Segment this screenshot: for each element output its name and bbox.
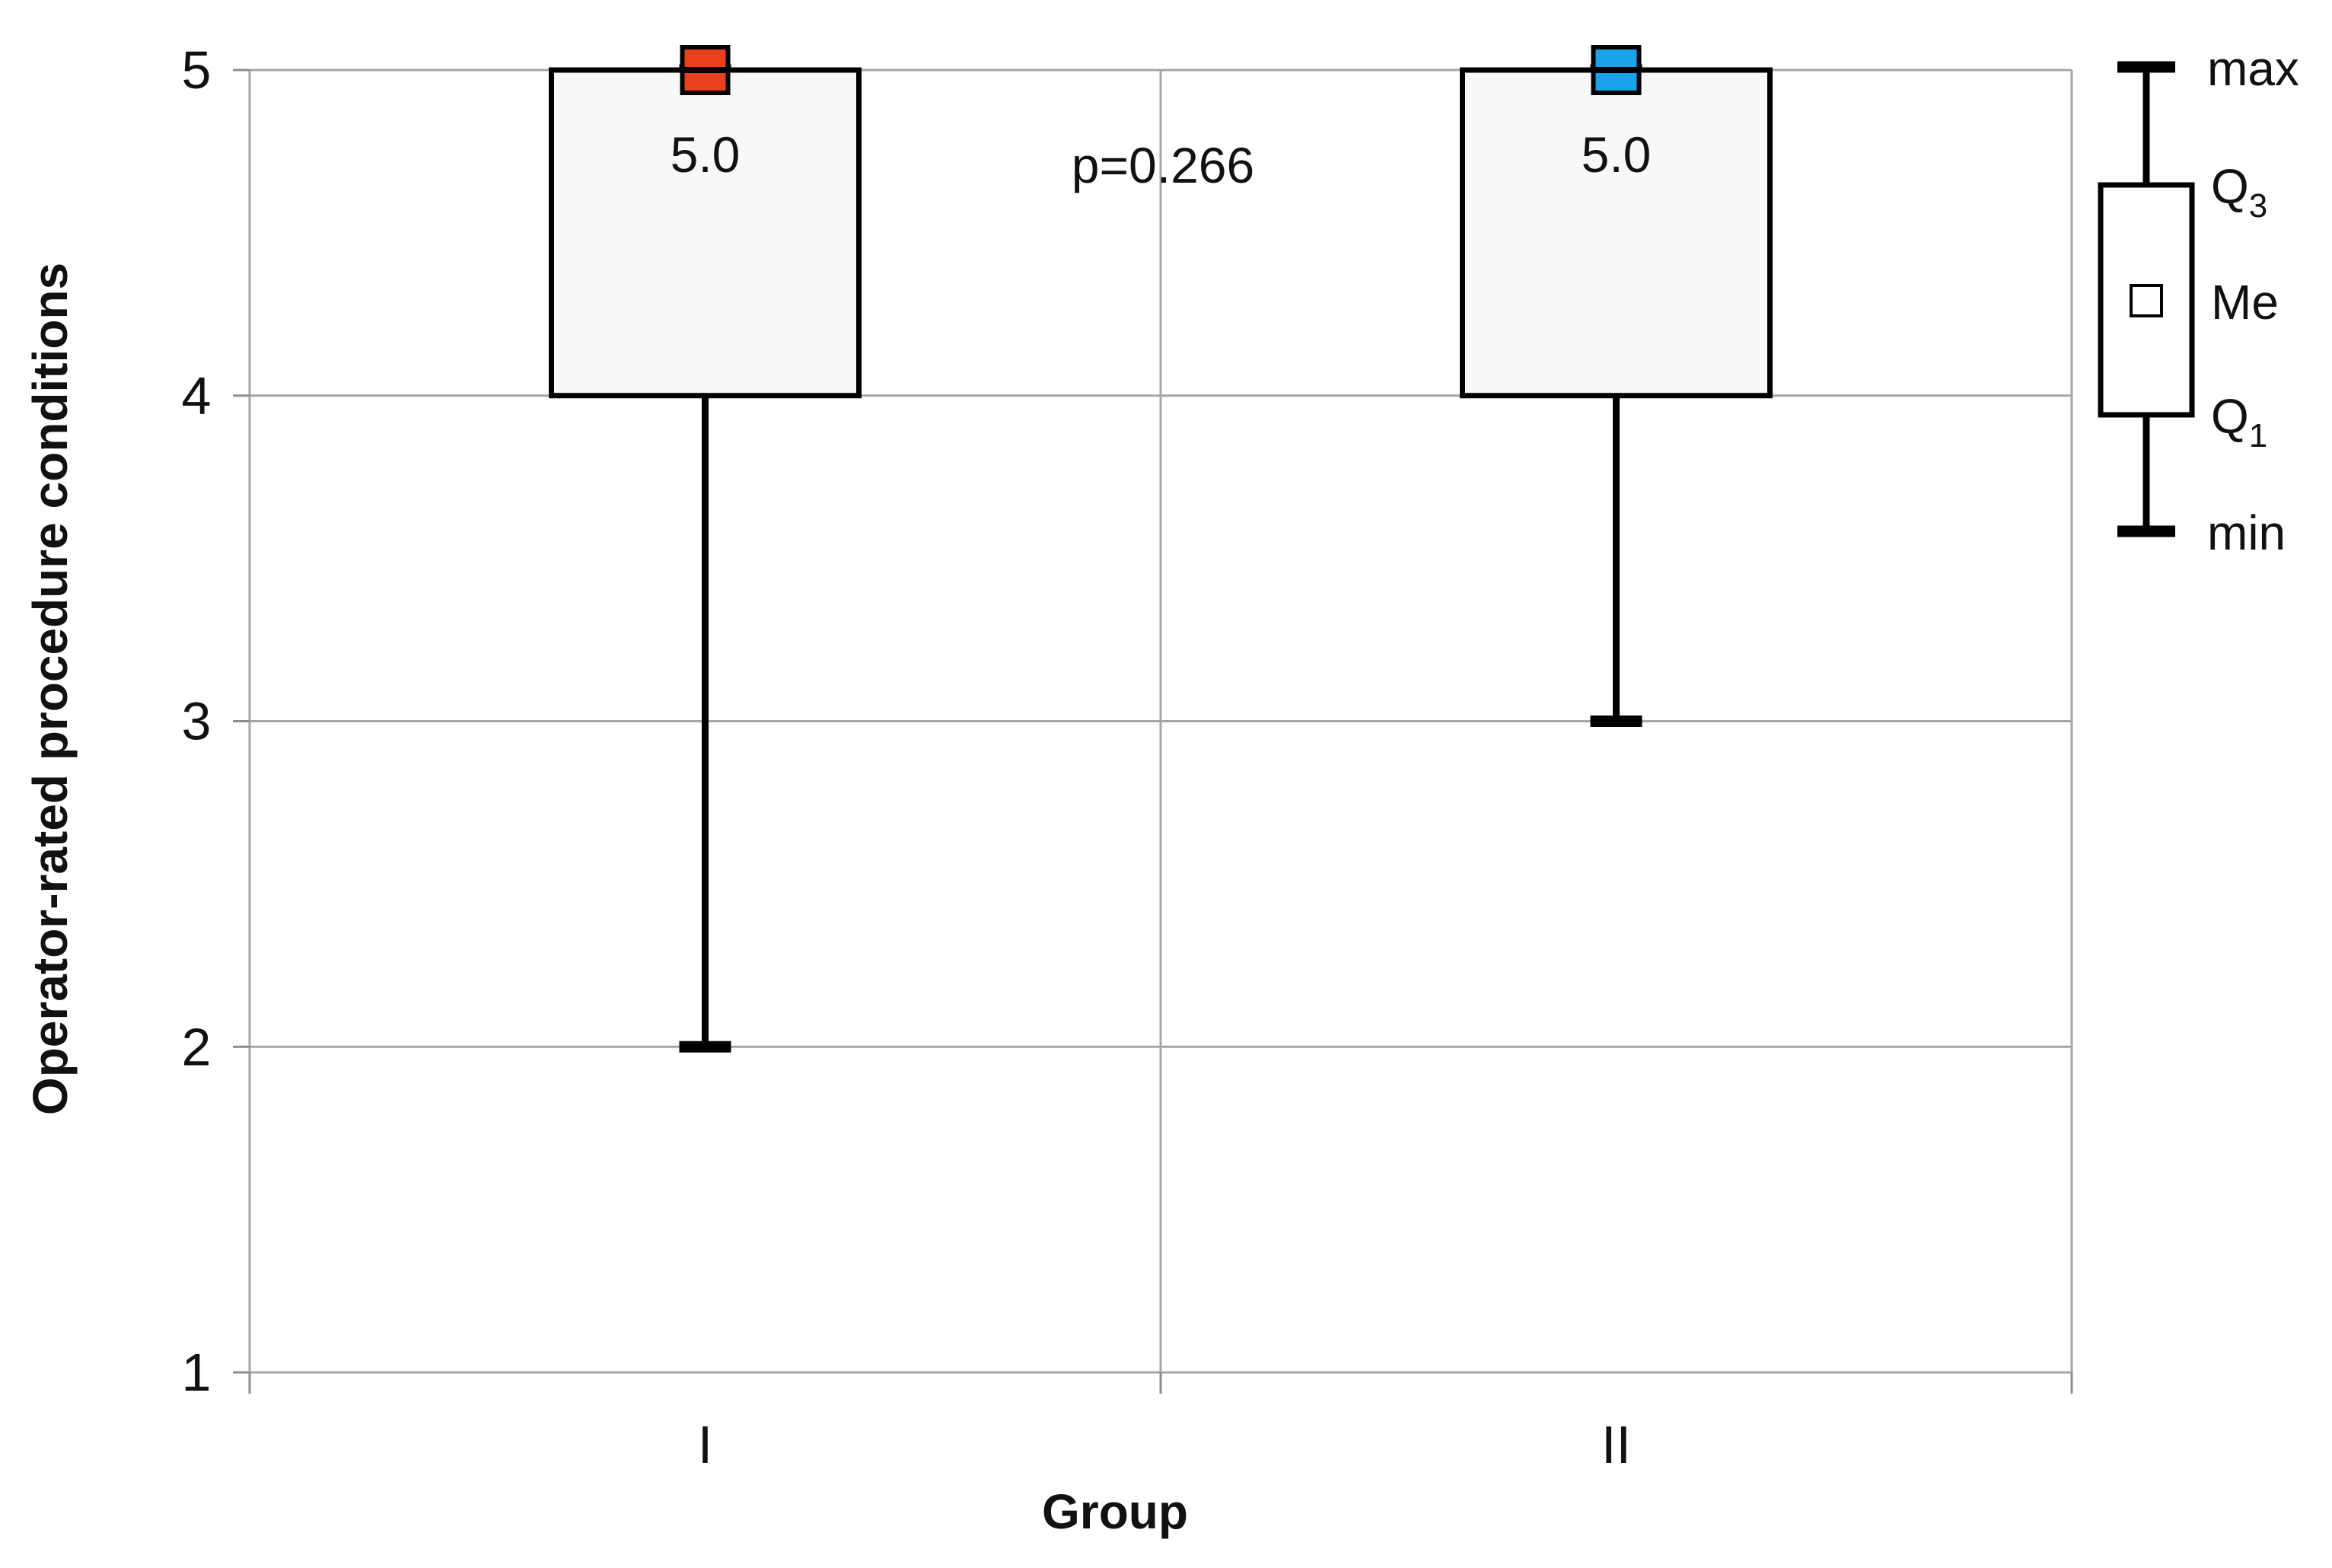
y-tick-label-4: 4 xyxy=(182,366,212,425)
legend: max Q3 Me Q1 min xyxy=(2098,41,2299,560)
median-label-i: 5.0 xyxy=(671,126,741,183)
grid xyxy=(248,69,2073,1374)
y-axis-title: Operator-rated procedure conditions xyxy=(23,263,78,1115)
legend-label-max: max xyxy=(2207,41,2299,96)
y-tick-label-1: 1 xyxy=(182,1343,212,1402)
p-value-annotation: p=0.266 xyxy=(1072,137,1254,193)
legend-label-me: Me xyxy=(2211,275,2279,330)
x-tick-label-II: II xyxy=(1601,1415,1631,1474)
x-tick-label-I: I xyxy=(698,1415,712,1474)
legend-median-marker xyxy=(2130,284,2163,317)
median-label-ii: 5.0 xyxy=(1582,126,1652,183)
y-tick-label-5: 5 xyxy=(182,40,212,100)
y-tick-label-2: 2 xyxy=(182,1017,212,1076)
x-axis-title: Group xyxy=(1042,1484,1188,1539)
chart-labels: Operator-rated procedure conditions Grou… xyxy=(23,137,1254,1539)
legend-label-min: min xyxy=(2207,505,2286,560)
legend-subscript-q3: 3 xyxy=(2249,187,2267,225)
legend-label-q1: Q1 xyxy=(2211,389,2267,454)
iqr-box-i xyxy=(549,67,862,399)
box-series: 5.0 5.0 xyxy=(549,45,1773,1053)
y-tick-label-3: 3 xyxy=(182,692,212,751)
iqr-box-ii xyxy=(1460,67,1773,399)
legend-label-q3: Q3 xyxy=(2211,159,2267,225)
legend-subscript-q1: 1 xyxy=(2249,417,2267,454)
